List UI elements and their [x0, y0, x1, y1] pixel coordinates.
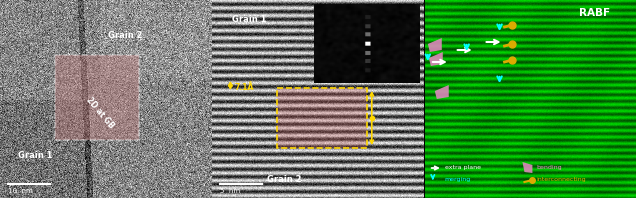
Text: Grain 2: Grain 2: [267, 175, 301, 184]
Text: merging: merging: [445, 177, 471, 183]
Text: Grain 1: Grain 1: [18, 151, 52, 160]
Bar: [277, 88, 367, 148]
Polygon shape: [428, 38, 442, 52]
Polygon shape: [435, 85, 449, 99]
Text: 7.1Å: 7.1Å: [234, 83, 254, 91]
Text: interconnecting: interconnecting: [536, 177, 586, 183]
Text: RABF: RABF: [579, 8, 611, 18]
Text: extra plane: extra plane: [445, 166, 481, 170]
Bar: [277, 88, 367, 148]
Text: Grain 2: Grain 2: [107, 31, 142, 40]
Text: 2D at GB: 2D at GB: [84, 95, 115, 130]
Text: 10  nm: 10 nm: [8, 188, 32, 194]
Bar: [55, 55, 139, 140]
Polygon shape: [522, 162, 532, 173]
Text: Grain 1: Grain 1: [232, 15, 267, 24]
Polygon shape: [429, 52, 443, 66]
Text: bending: bending: [536, 166, 562, 170]
Text: 5  nm: 5 nm: [221, 188, 240, 194]
